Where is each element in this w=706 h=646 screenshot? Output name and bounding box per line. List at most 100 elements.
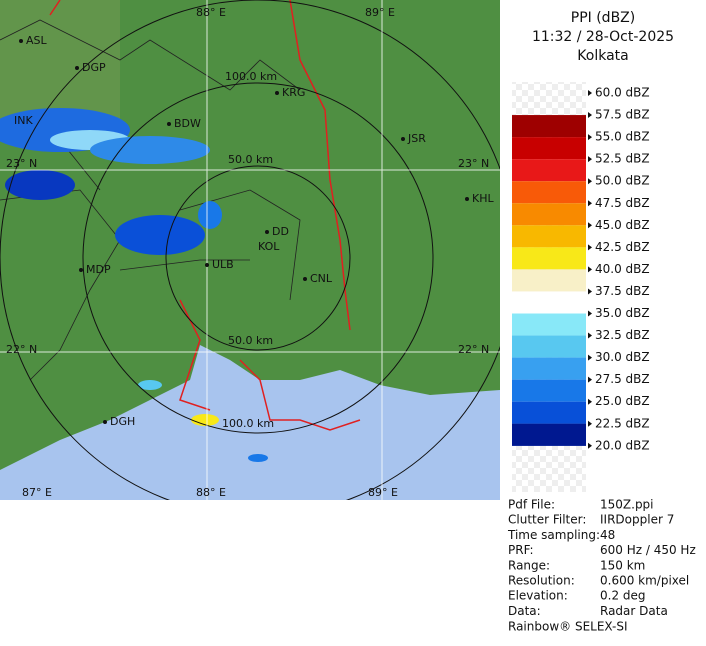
map-label: DGP	[82, 61, 106, 74]
map-label: CNL	[310, 272, 333, 285]
range-rings	[0, 0, 500, 500]
map-label: 100.0 km	[225, 70, 277, 83]
info-value: Radar Data	[600, 604, 668, 618]
map-label: 89° E	[365, 6, 395, 19]
city-dot	[19, 39, 23, 43]
district-borders	[0, 19, 301, 381]
info-key: Resolution:	[508, 574, 575, 588]
legend-tick	[588, 156, 592, 163]
legend-tick	[588, 178, 592, 185]
legend-label: 55.0 dBZ	[595, 130, 650, 144]
legend-label: 30.0 dBZ	[595, 350, 650, 364]
legend-tick	[588, 90, 592, 96]
info-key: Range:	[508, 558, 550, 572]
info-table: Pdf File: 150Z.ppi Clutter Filter: IIRDoppl…	[507, 498, 696, 618]
city-dot	[465, 197, 469, 201]
map-label: 89° E	[368, 486, 398, 499]
map-label: KRG	[282, 86, 305, 99]
map-label: 88° E	[196, 486, 226, 499]
legend-swatch	[512, 379, 586, 402]
legend-tick	[588, 244, 592, 251]
legend-swatch	[512, 159, 586, 182]
legend-tick	[588, 222, 592, 229]
legend-label: 42.5 dBZ	[595, 240, 650, 254]
blank-area	[0, 500, 500, 642]
legend-swatch	[512, 203, 586, 226]
legend-label: 52.5 dBZ	[595, 152, 650, 166]
info-key: Clutter Filter:	[508, 513, 586, 527]
legend-swatch	[512, 247, 586, 270]
legend-swatch	[512, 137, 586, 160]
legend-label: 32.5 dBZ	[595, 328, 650, 342]
map-label: 22° N	[458, 343, 489, 356]
radar-echoes	[0, 108, 268, 462]
legend-swatch	[512, 225, 586, 248]
info-key: Time sampling:	[507, 528, 600, 542]
legend-label: 50.0 dBZ	[595, 174, 650, 188]
info-key: Elevation:	[508, 589, 568, 603]
map-label: 23° N	[6, 157, 37, 170]
legend-tick	[588, 288, 592, 295]
legend-swatch	[512, 313, 586, 336]
legend-swatch	[512, 291, 586, 314]
map-label: ULB	[212, 258, 234, 271]
info-value: 48	[600, 528, 615, 542]
info-value: IIRDoppler 7	[600, 513, 674, 527]
legend-swatch	[512, 269, 586, 292]
site: Kolkata	[577, 48, 628, 64]
legend-label: 37.5 dBZ	[595, 284, 650, 298]
map-label: JSR	[407, 132, 426, 145]
map-labels: 88° E 89° E ASL DGP 100.0 km KRG BDW JSR INK 23° …	[6, 6, 494, 499]
map-label: KHL	[472, 192, 494, 205]
map-label: MDP	[86, 263, 111, 276]
legend-tick	[588, 112, 592, 119]
info-key: Pdf File:	[508, 498, 555, 512]
map-label: 88° E	[196, 6, 226, 19]
city-dot	[103, 420, 107, 424]
legend-label: 57.5 dBZ	[595, 108, 650, 122]
legend-label: 40.0 dBZ	[595, 262, 650, 276]
map-label: ASL	[26, 34, 48, 47]
city-dot	[79, 268, 83, 272]
terrain	[0, 0, 120, 120]
legend-label: 27.5 dBZ	[595, 372, 650, 386]
city-dot	[75, 66, 79, 70]
timestamp: 11:32 / 28-Oct-2025	[532, 29, 674, 45]
legend-tick	[588, 376, 592, 383]
legend-label: 20.0 dBZ	[595, 438, 650, 452]
legend-swatch	[512, 335, 586, 358]
legend-swatch	[512, 357, 586, 380]
legend: 60.0 dBZ 57.5 dBZ 55.0 dBZ 52.5 dBZ 50.0 dBZ…	[512, 86, 650, 452]
legend-tick	[588, 134, 592, 141]
legend-tick	[588, 332, 592, 339]
legend-swatch	[512, 181, 586, 204]
legend-label: 25.0 dBZ	[595, 394, 650, 408]
map-label: DD	[272, 225, 289, 238]
boundaries	[49, 0, 361, 431]
legend-swatch	[512, 423, 586, 446]
map-label: 100.0 km	[222, 417, 274, 430]
city-dot	[275, 91, 279, 95]
map: 88° E 89° E ASL DGP 100.0 km KRG BDW JSR INK 23° …	[0, 0, 500, 500]
legend-tick	[588, 420, 592, 427]
info-value: 0.600 km/pixel	[600, 574, 689, 588]
map-label: BDW	[174, 117, 201, 130]
map-label: INK	[14, 114, 33, 127]
map-label: 22° N	[6, 343, 37, 356]
legend-tick	[588, 200, 592, 207]
map-label: 23° N	[458, 157, 489, 170]
info-value: 0.2 deg	[600, 589, 646, 603]
map-label: 50.0 km	[228, 153, 273, 166]
city-dot	[401, 137, 405, 141]
legend-label: 22.5 dBZ	[595, 416, 650, 430]
legend-tick	[588, 398, 592, 405]
legend-label: 47.5 dBZ	[595, 196, 650, 210]
legend-swatch	[512, 115, 586, 138]
info-value: 150 km	[600, 558, 645, 572]
map-label: 87° E	[22, 486, 52, 499]
legend-tick	[588, 442, 592, 449]
legend-tick	[588, 310, 592, 317]
info-value: 600 Hz / 450 Hz	[600, 543, 696, 557]
